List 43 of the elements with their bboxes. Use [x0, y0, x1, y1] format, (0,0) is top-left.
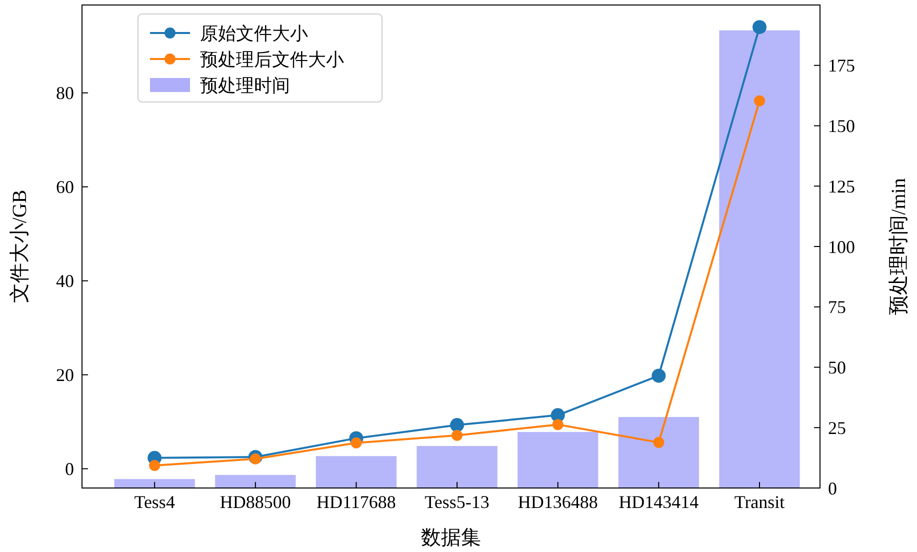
point — [149, 460, 160, 471]
y2-tick-label: 175 — [828, 56, 855, 76]
y-tick-label: 80 — [56, 83, 74, 104]
x-axis-title: 数据集 — [421, 527, 481, 549]
bar — [316, 456, 397, 488]
y2-tick-label: 50 — [828, 358, 846, 378]
x-tick-label: Transit — [734, 492, 785, 512]
point — [754, 95, 766, 106]
point — [652, 368, 666, 383]
bar — [416, 446, 498, 488]
y-axis-title: 文件大小/GB — [9, 190, 31, 304]
y2-tick-label: 150 — [828, 116, 855, 136]
point — [552, 419, 564, 430]
legend-label: 预处理后文件大小 — [200, 49, 344, 70]
y-tick-label: 20 — [56, 365, 74, 386]
bar — [215, 474, 296, 488]
x-tick-label: HD136488 — [518, 492, 598, 512]
y2-tick-label: 100 — [828, 236, 855, 257]
bar — [518, 432, 598, 488]
point — [752, 20, 767, 34]
legend-label: 原始文件大小 — [200, 23, 308, 44]
point — [452, 430, 463, 441]
y2-tick-label: 125 — [828, 176, 855, 196]
y2-tick-label: 25 — [828, 418, 846, 438]
x-tick-label: HD143414 — [618, 492, 699, 512]
point — [450, 418, 464, 432]
x-tick-label: Tess5-13 — [424, 492, 490, 512]
point — [250, 453, 261, 464]
y-tick-label: 40 — [56, 271, 74, 292]
bar — [719, 30, 800, 488]
y2-tick-label: 0 — [828, 478, 837, 498]
x-tick-label: HD117688 — [316, 492, 396, 512]
point — [350, 437, 362, 448]
y2-tick-label: 75 — [828, 297, 846, 318]
bar — [114, 479, 195, 488]
x-tick-label: Tess4 — [134, 492, 175, 512]
legend-label: 预处理时间 — [200, 75, 290, 96]
y-tick-label: 0 — [65, 459, 74, 480]
y2-axis-title: 预处理时间/min — [888, 178, 910, 315]
bar — [618, 417, 700, 488]
point — [653, 436, 664, 448]
x-tick-label: HD88500 — [220, 492, 291, 512]
y-tick-label: 60 — [56, 177, 74, 198]
